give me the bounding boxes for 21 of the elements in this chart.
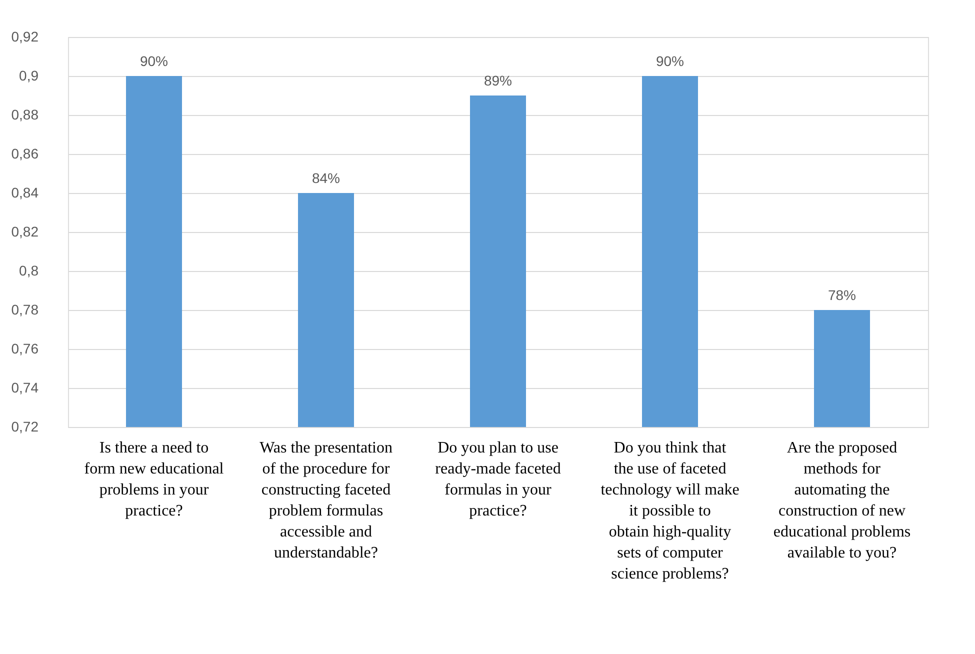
data-label: 89% bbox=[484, 72, 512, 88]
y-tick-label: 0,9 bbox=[19, 68, 39, 84]
data-label: 90% bbox=[140, 53, 168, 69]
y-tick-label: 0,84 bbox=[11, 184, 39, 200]
x-tick-label: Do you think that the use of faceted technology will make it possible to obtain high-quality sets of computer science problems? bbox=[600, 440, 740, 582]
data-label: 78% bbox=[828, 287, 856, 303]
x-tick-label: Are the proposed methods for automating the construction of new educational problems available to you? bbox=[773, 440, 911, 562]
data-label: 84% bbox=[312, 170, 340, 186]
y-tick-label: 0,88 bbox=[11, 106, 39, 122]
y-tick-label: 0,72 bbox=[11, 418, 39, 434]
y-tick-label: 0,76 bbox=[11, 340, 39, 356]
y-tick-label: 0,92 bbox=[11, 28, 39, 44]
y-tick-label: 0,82 bbox=[11, 224, 39, 240]
y-tick-label: 0,78 bbox=[11, 302, 39, 318]
data-label: 90% bbox=[656, 53, 684, 69]
y-tick-label: 0,74 bbox=[11, 380, 39, 396]
x-tick-label: Is there a need to form new educational problems in your practice? bbox=[84, 440, 224, 520]
x-tick-label: Do you plan to use ready-made faceted formulas in your practice? bbox=[435, 440, 561, 520]
x-tick-label: Was the presentation of the procedure for constructing faceted problem formulas accessible and understandable? bbox=[260, 440, 392, 562]
y-tick-label: 0,86 bbox=[11, 146, 39, 162]
y-tick-label: 0,8 bbox=[19, 262, 39, 278]
